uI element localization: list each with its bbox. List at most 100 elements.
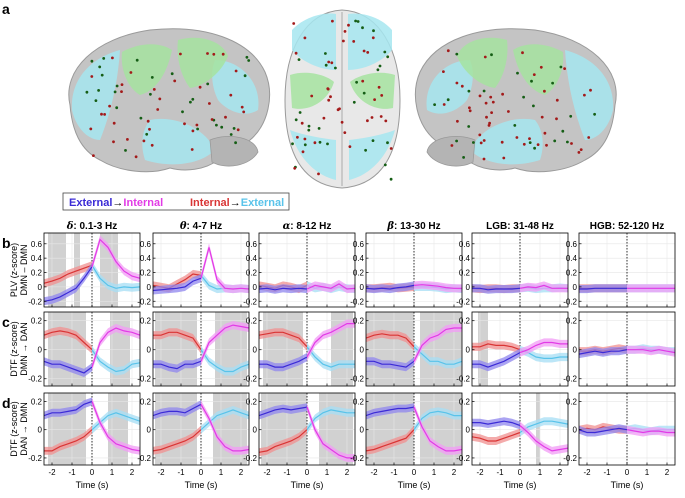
x-tick-label: 0: [412, 468, 417, 477]
band-range: : 4-7 Hz: [187, 221, 223, 232]
electrode-dot: [318, 140, 322, 144]
panel-label-d: d: [2, 395, 11, 411]
series-external-to-internal-line: [44, 400, 93, 417]
electrode-dot: [343, 131, 347, 135]
y-tick-label: -0.2: [563, 375, 577, 384]
panel-plot-area: [44, 312, 140, 386]
y-tick-label: 0.4: [31, 254, 43, 263]
electrode-dot: [300, 121, 304, 125]
electrode-dot: [379, 115, 383, 118]
electrode-dot: [94, 99, 98, 102]
series-internal-to-external-line: [366, 429, 415, 452]
series-internal-to-external-line: [366, 333, 415, 348]
row-ylabel-direction: DMN → DAN: [19, 322, 29, 376]
band-range: : 0.1-3 Hz: [73, 221, 117, 232]
electrode-dot: [198, 85, 202, 89]
x-tick-label: 1: [219, 468, 224, 477]
dan-region-right-post: [457, 37, 508, 88]
y-tick-label: 0.2: [566, 269, 578, 278]
electrode-dot: [124, 149, 127, 152]
y-tick-label: -0.2: [563, 297, 577, 306]
brain-left-cerebellum: [209, 136, 259, 167]
row-ylabel-direction: DMN – DMN: [19, 245, 29, 296]
electrode-dot: [460, 84, 464, 88]
x-tick-label: -1: [496, 468, 504, 477]
y-tick-label: -0.2: [456, 375, 470, 384]
brain-right-cerebellum: [426, 136, 476, 167]
electrode-dot: [98, 65, 102, 69]
electrode-dot: [455, 52, 459, 56]
electrode-dot: [210, 118, 214, 121]
electrode-dot: [90, 75, 94, 78]
electrode-dot: [561, 129, 565, 133]
electrode-dot: [149, 92, 152, 96]
electrode-dot: [343, 30, 347, 33]
electrode-dot: [487, 124, 491, 127]
y-tick-label: 0: [38, 283, 43, 292]
electrode-dot: [329, 95, 332, 99]
x-tick-label: 0: [90, 468, 95, 477]
y-tick-label: -0.2: [243, 375, 257, 384]
x-tick-label: 2: [665, 468, 670, 477]
series-internal-to-external-error-band: [472, 428, 520, 445]
series-external-to-internal-line: [413, 406, 462, 452]
y-tick-label: 0.6: [353, 240, 365, 249]
electrode-dot: [446, 49, 450, 53]
electrode-dot: [383, 50, 387, 54]
electrode-dot: [195, 123, 199, 127]
electrode-dot: [472, 141, 475, 144]
series-external-to-internal-line: [91, 238, 140, 279]
band-range: HGB: 52-120 Hz: [590, 221, 664, 232]
electrode-dot: [482, 139, 486, 142]
series-internal-to-external-line: [44, 264, 93, 284]
electrode-dot: [478, 94, 482, 98]
x-tick-label: 2: [239, 468, 244, 477]
series-external-to-internal-error-band: [44, 397, 92, 420]
x-tick-label: 2: [452, 468, 457, 477]
legend-entry-ext-int: External→Internal: [69, 197, 163, 209]
electrode-dot: [113, 90, 117, 94]
y-tick-label: -0.2: [350, 375, 364, 384]
series-external-to-internal-line: [579, 427, 628, 434]
electrode-dot: [100, 73, 104, 77]
brain-renderings: [68, 9, 617, 189]
y-tick-label: 0: [573, 283, 578, 292]
series-internal-to-external-line: [413, 410, 462, 431]
electrode-dot: [243, 74, 247, 78]
y-tick-label: -0.2: [456, 297, 470, 306]
dmn-region-axial-front-r: [348, 13, 392, 70]
y-tick-label: 0: [253, 426, 258, 435]
panel-b-1: -0.2 0 0.2 0.4 0.6: [28, 232, 141, 308]
electrode-dot: [191, 129, 195, 133]
band-title: LGB: 31-48 Hz: [486, 221, 554, 232]
x-tick-label: -2: [370, 468, 378, 477]
electrode-dot: [371, 139, 375, 143]
series-external-to-internal-line: [366, 406, 415, 417]
series-external-to-internal-error-band: [92, 323, 140, 372]
dmn-region-axial-front-l: [292, 13, 336, 70]
series-external-to-internal-line: [200, 324, 249, 362]
series-internal-to-external-error-band: [259, 328, 307, 351]
series-internal-to-external-error-band: [92, 345, 140, 376]
series-internal-to-external-line: [153, 429, 202, 452]
electrode-dot: [389, 177, 393, 181]
electrode-dot: [347, 23, 350, 27]
electrode-dot: [206, 52, 209, 55]
electrode-dot: [366, 51, 370, 54]
x-tick-label: 0: [625, 468, 630, 477]
electrode-dot: [377, 85, 381, 89]
electrode-dot: [583, 93, 586, 97]
x-tick-label: -2: [157, 468, 165, 477]
electrode-dot: [303, 143, 307, 147]
series-internal-to-external-line: [259, 331, 308, 348]
electrode-dot: [501, 92, 504, 96]
significance-shade: [263, 312, 303, 386]
electrode-dot: [291, 142, 294, 146]
electrode-dot: [559, 65, 563, 69]
series-external-to-internal-line: [472, 287, 521, 291]
electrode-dot: [570, 142, 573, 145]
electrode-dot: [236, 128, 240, 132]
y-tick-label: 0.2: [140, 397, 152, 406]
dan-region-left-post: [177, 37, 228, 88]
electrode-dot: [303, 36, 307, 40]
